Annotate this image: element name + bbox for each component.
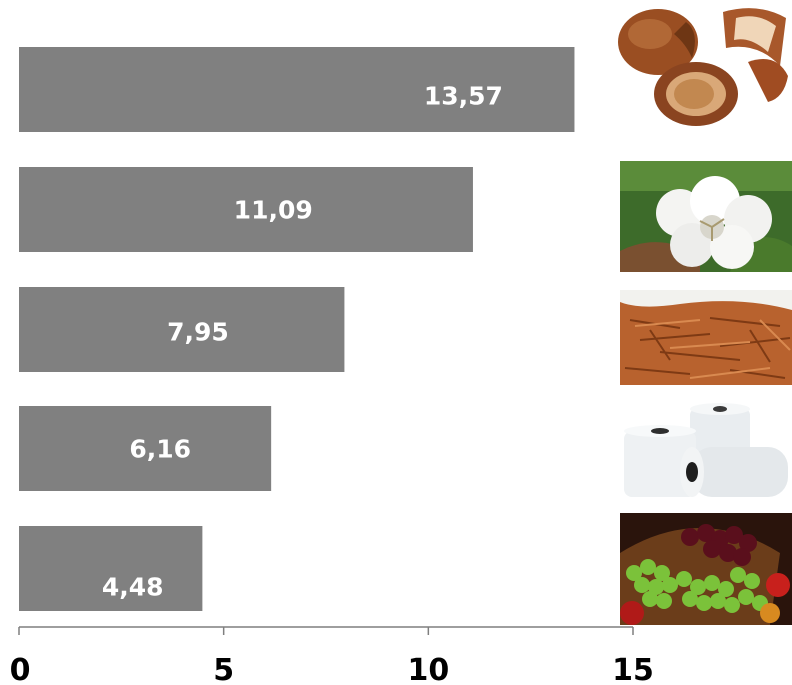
x-axis: 0 5 10 15 xyxy=(10,626,654,685)
bar-value-label: 13,57 xyxy=(424,82,503,111)
bar-value-label: 11,09 xyxy=(234,196,313,225)
bar-hazelnut xyxy=(19,47,575,132)
bar-value-label: 4,48 xyxy=(102,573,164,602)
yarn-spools-icon xyxy=(620,401,792,502)
bar-value-label: 7,95 xyxy=(167,318,229,347)
bar-cotton xyxy=(19,167,473,252)
x-axis-tick-label: 15 xyxy=(612,653,654,685)
x-axis-tick-label: 0 xyxy=(10,653,31,685)
x-axis-tick-label: 5 xyxy=(213,653,234,685)
bars-group: 13,57 11,09 7,95 6,16 4,48 xyxy=(19,47,575,611)
tobacco-icon xyxy=(620,290,792,385)
x-axis-tick-label: 10 xyxy=(407,653,449,685)
bar-tobacco xyxy=(19,287,345,372)
hazelnut-icon xyxy=(608,2,792,130)
cotton-icon xyxy=(620,161,792,272)
bar-yarn-spools xyxy=(19,406,272,491)
grapes-icon xyxy=(620,513,792,625)
bar-value-label: 6,16 xyxy=(129,435,191,464)
bar-grapes xyxy=(19,526,203,611)
